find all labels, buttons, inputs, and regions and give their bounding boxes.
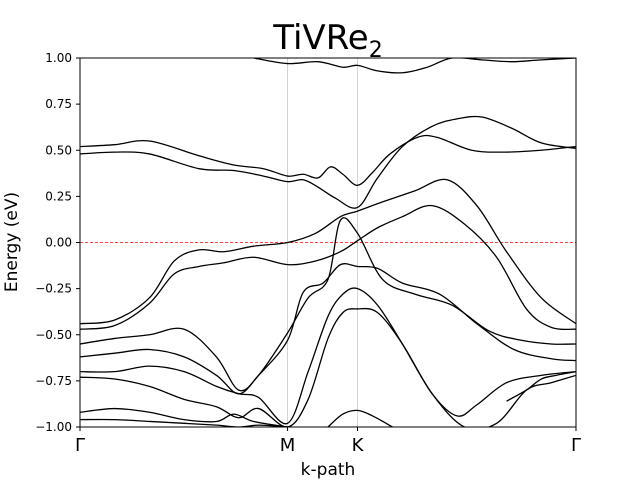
y-tick-label-0: 1.00 [45, 51, 72, 65]
x-tick-label-3: Γ [571, 435, 581, 456]
band-line-3 [80, 204, 576, 331]
x-axis-label: k-path [301, 460, 356, 480]
y-tick-label-2: 0.50 [45, 143, 72, 157]
band-line-0 [80, 134, 576, 186]
band-line-4 [80, 217, 576, 392]
chart-title-subscript: 2 [369, 38, 383, 63]
band-line-12 [506, 371, 576, 402]
x-tick-label-2: K [352, 435, 365, 456]
y-tick-label-3: 0.25 [45, 189, 72, 203]
x-tick-label-1: M [280, 435, 296, 456]
band-line-6 [80, 287, 576, 425]
y-axis-label: Energy (eV) [2, 192, 22, 292]
band-line-7 [80, 307, 576, 427]
band-lines [80, 58, 576, 427]
x-tick-label-0: Γ [75, 435, 85, 456]
y-tick-label-4: 0.00 [45, 236, 72, 250]
band-line-2 [80, 178, 576, 325]
band-line-1 [80, 115, 576, 209]
band-line-9 [327, 409, 393, 427]
y-tick-label-7: −0.75 [35, 374, 72, 388]
band-line-5 [80, 263, 576, 395]
band-line-10 [253, 58, 576, 74]
chart-title: TiVRe2 [272, 18, 382, 63]
y-tick-label-6: −0.50 [35, 328, 72, 342]
y-tick-label-1: 0.75 [45, 97, 72, 111]
band-line-11 [80, 418, 288, 427]
band-line-8 [80, 407, 288, 427]
y-tick-label-8: −1.00 [35, 420, 72, 434]
y-tick-label-5: −0.25 [35, 282, 72, 296]
plot-area: 1.00 0.75 0.50 0.25 0.00 −0.25 −0.50 −0.75 −1.00… [35, 51, 581, 456]
chart-title-base: TiVRe [272, 18, 368, 58]
